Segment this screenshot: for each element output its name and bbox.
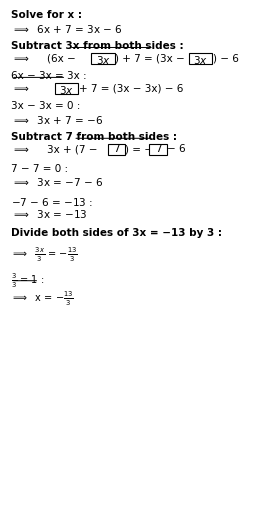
Text: $\Longrightarrow$  $\frac{3x}{3}$ = $-\frac{13}{3}$: $\Longrightarrow$ $\frac{3x}{3}$ = $-\fr… [11, 246, 78, 264]
Text: $\Longrightarrow$  3x + 7 = $-$6: $\Longrightarrow$ 3x + 7 = $-$6 [11, 114, 103, 125]
Text: $3x$: $3x$ [193, 54, 208, 66]
FancyBboxPatch shape [91, 53, 115, 64]
Text: $3x$: $3x$ [96, 54, 110, 66]
Text: 6x − 3x = 3x :: 6x − 3x = 3x : [11, 71, 86, 81]
FancyBboxPatch shape [108, 144, 125, 155]
FancyBboxPatch shape [189, 53, 212, 64]
Text: $3x$: $3x$ [59, 84, 74, 95]
Text: Solve for x :: Solve for x : [11, 10, 82, 20]
FancyBboxPatch shape [55, 83, 78, 94]
Text: − 6: − 6 [167, 144, 185, 154]
Text: $\Longrightarrow$: $\Longrightarrow$ [11, 84, 29, 93]
Text: $\Longrightarrow$: $\Longrightarrow$ [11, 54, 29, 63]
Text: 3x − 3x = 0 :: 3x − 3x = 0 : [11, 101, 80, 111]
Text: $\Longrightarrow$  3x = $-$13: $\Longrightarrow$ 3x = $-$13 [11, 208, 88, 220]
Text: 7: 7 [113, 144, 120, 154]
Text: + 7 = (3x − 3x) − 6: + 7 = (3x − 3x) − 6 [79, 84, 183, 93]
Text: $\Longrightarrow$  3x = $-$7 $-$ 6: $\Longrightarrow$ 3x = $-$7 $-$ 6 [11, 176, 103, 188]
Text: ) = −: ) = − [125, 144, 153, 154]
Text: $\Longrightarrow$  x = $-\frac{13}{3}$: $\Longrightarrow$ x = $-\frac{13}{3}$ [11, 290, 74, 308]
Text: Subtract 7 from both sides :: Subtract 7 from both sides : [11, 132, 177, 142]
Text: Subtract 3x from both sides :: Subtract 3x from both sides : [11, 41, 183, 51]
Text: ) + 7 = (3x −: ) + 7 = (3x − [115, 54, 185, 63]
Text: 3x + (7 −: 3x + (7 − [47, 144, 98, 154]
Text: 7 − 7 = 0 :: 7 − 7 = 0 : [11, 164, 68, 174]
Text: $\Longrightarrow$  6x + 7 = 3x $-$ 6: $\Longrightarrow$ 6x + 7 = 3x $-$ 6 [11, 23, 122, 35]
Text: $-$7 $-$ 6 = $-$13 :: $-$7 $-$ 6 = $-$13 : [11, 196, 93, 208]
Text: Divide both sides of 3x = −13 by 3 :: Divide both sides of 3x = −13 by 3 : [11, 228, 222, 238]
Text: 7: 7 [155, 144, 161, 154]
FancyBboxPatch shape [149, 144, 167, 155]
Text: ) − 6: ) − 6 [213, 54, 238, 63]
Text: $\frac{3}{3}$ = 1 :: $\frac{3}{3}$ = 1 : [11, 271, 44, 289]
Text: $\Longrightarrow$: $\Longrightarrow$ [11, 144, 29, 154]
Text: (6x −: (6x − [47, 54, 76, 63]
